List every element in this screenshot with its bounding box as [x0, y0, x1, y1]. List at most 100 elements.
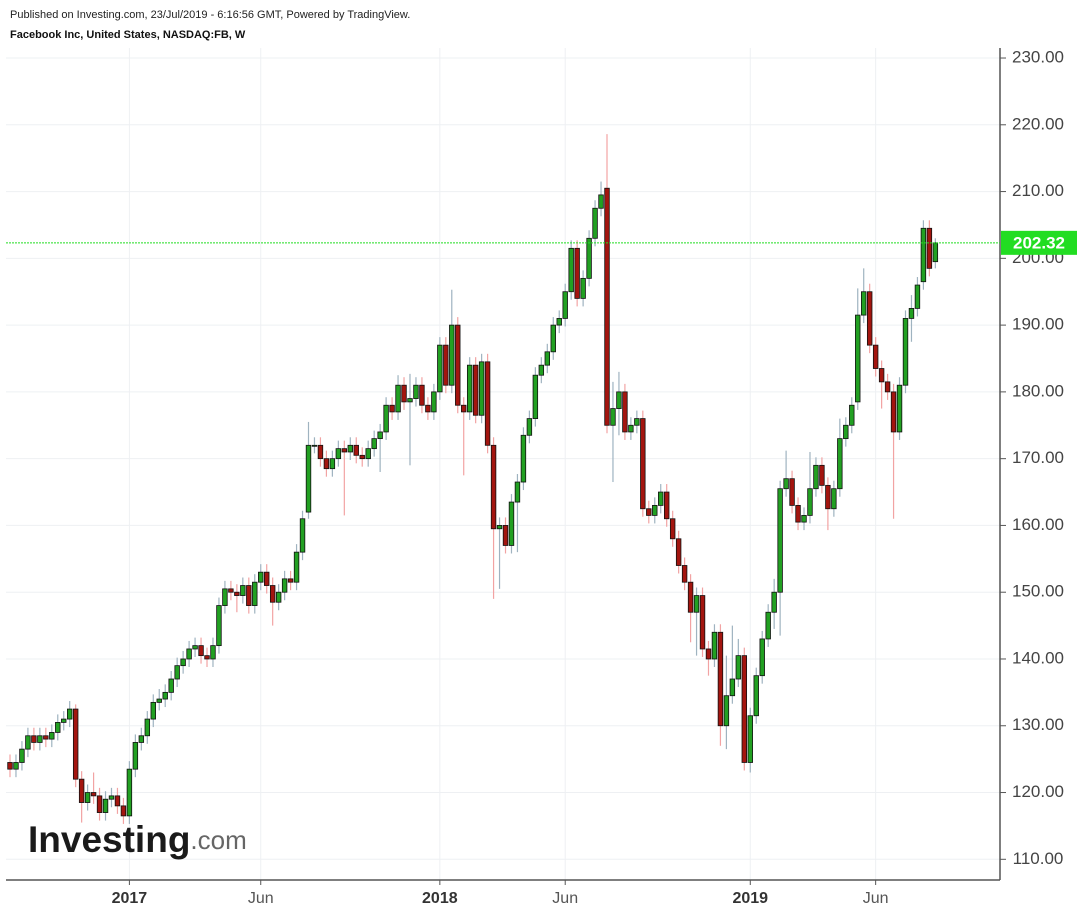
candle-body [180, 658, 186, 667]
watermark-suffix: .com [190, 825, 246, 855]
candle-body [580, 277, 586, 299]
candle-body [538, 364, 545, 376]
candle-body [628, 424, 634, 433]
candle-body [228, 588, 234, 593]
candle-body [311, 444, 318, 447]
candle-body [932, 242, 939, 263]
candle-body [37, 735, 43, 743]
candle-body [299, 518, 306, 553]
candle-body [162, 691, 168, 700]
candle-body [222, 588, 228, 606]
candle-body [389, 404, 395, 413]
candle-body [687, 581, 694, 613]
y-tick-label: 130.00 [1012, 715, 1064, 734]
candle-body [156, 698, 162, 703]
candle-body [693, 595, 700, 613]
candle-body [90, 792, 97, 797]
x-tick-label: 2019 [732, 890, 768, 907]
candle-body [258, 571, 264, 583]
grid [6, 48, 1000, 880]
candle-body [252, 581, 258, 606]
candle-body [496, 525, 503, 530]
candle-body [640, 418, 646, 510]
candle-body [902, 318, 909, 386]
candle-body [723, 695, 730, 727]
candle-body [592, 207, 598, 239]
candle-body [192, 645, 198, 650]
candle-body [466, 364, 473, 413]
candle-body [759, 638, 765, 677]
candle-body [556, 318, 562, 326]
candle-body [347, 444, 353, 453]
candle-body [861, 291, 867, 316]
candle-body [765, 611, 771, 640]
candle-body [431, 391, 437, 413]
candle-body [568, 247, 574, 293]
candle-body [120, 805, 127, 817]
candle-body [443, 344, 449, 386]
y-tick-label: 220.00 [1012, 114, 1064, 133]
published-note: Published on Investing.com, 23/Jul/2019 … [10, 9, 410, 21]
x-tick-label: Jun [248, 890, 274, 907]
candle-body [777, 488, 783, 593]
candle-body [210, 645, 216, 660]
candle-body [652, 504, 658, 516]
candle-body [729, 678, 736, 697]
candle-body [138, 735, 145, 743]
candle-body [801, 515, 807, 523]
candle-body [96, 795, 103, 813]
candle-body [646, 508, 652, 516]
candle-body [269, 585, 276, 603]
candle-body [7, 762, 13, 770]
candle-body [741, 655, 748, 763]
candle-body [43, 735, 49, 740]
candle-body [132, 742, 139, 770]
candle-body [837, 438, 843, 490]
candle-body [735, 655, 742, 680]
candle-body [634, 418, 640, 426]
candle-body [747, 715, 753, 763]
candle-body [126, 768, 133, 817]
candle-body [664, 491, 670, 520]
candle-body [287, 578, 294, 583]
candle-body [926, 227, 933, 269]
candles [7, 134, 939, 824]
candle-body [25, 735, 31, 750]
candle-body [275, 591, 282, 603]
candle-body [890, 391, 897, 433]
candle-body [550, 324, 556, 353]
candle-body [532, 374, 539, 419]
candle-body [31, 735, 37, 743]
candle-body [246, 585, 252, 606]
candle-body [67, 708, 73, 720]
candle-body [449, 324, 455, 386]
candle-body [908, 308, 915, 319]
candle-body [896, 384, 903, 433]
y-tick-label: 210.00 [1012, 181, 1064, 200]
candle-body [437, 344, 443, 393]
candle-body [234, 591, 240, 596]
candle-body [675, 538, 682, 566]
candle-body [198, 645, 204, 657]
x-tick-label: Jun [863, 890, 889, 907]
candle-body [520, 434, 527, 483]
candle-body [717, 631, 724, 727]
candle-body [425, 404, 431, 413]
candle-body [622, 391, 628, 433]
candle-body [281, 578, 288, 593]
candle-body [574, 247, 580, 299]
watermark: Investing.com [28, 819, 247, 860]
candle-body [204, 655, 210, 660]
candle-body [872, 344, 879, 369]
candle-body [102, 798, 109, 813]
candle-body [586, 237, 592, 279]
candle-body [341, 448, 348, 453]
candle-body [78, 778, 85, 803]
candle-body [174, 665, 180, 680]
y-tick-label: 140.00 [1012, 648, 1064, 667]
candle-body [401, 384, 407, 403]
candle-body [478, 361, 485, 416]
candle-body [795, 504, 801, 523]
candle-body [598, 194, 604, 209]
